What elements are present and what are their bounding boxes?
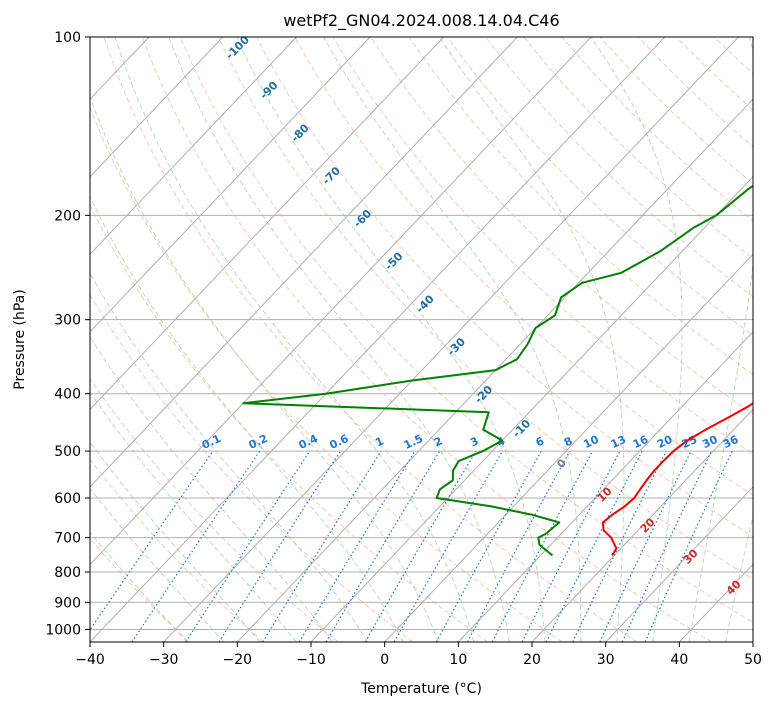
background-lines (0, 37, 775, 642)
dry-adiabat (524, 37, 775, 642)
isotherm-label: -70 (320, 164, 343, 187)
x-axis: −40 −30 −20 −10 0 10 20 30 40 50 (75, 642, 762, 668)
mixing-ratio-label: 0.4 (297, 432, 320, 452)
dry-adiabat (0, 37, 189, 642)
moist-adiabat (726, 37, 775, 642)
mixing-ratio-line (468, 451, 570, 642)
isotherm-line (385, 37, 775, 642)
x-tick-label: 40 (670, 652, 688, 668)
y-tick-label: 200 (54, 208, 81, 224)
y-tick-label: 1000 (45, 622, 81, 638)
x-tick-label: 30 (597, 652, 615, 668)
plot-frame (90, 37, 753, 642)
isotherm-label: -20 (472, 383, 495, 406)
mixing-ratio-line (522, 451, 620, 642)
mixing-ratio-label: 6 (534, 434, 547, 449)
mixing-ratio-label: 10 (581, 433, 601, 451)
y-tick-label: 800 (54, 565, 81, 581)
moist-adiabat (71, 37, 439, 642)
isotherm-label: -90 (257, 79, 280, 102)
dry-adiabat (753, 37, 775, 642)
mixing-ratio-line (573, 451, 667, 642)
temperature-profile (603, 37, 775, 555)
y-tick-label: 300 (54, 313, 81, 329)
moist-adiabat (0, 37, 187, 642)
y-axis: 100 200 300 400 500 600 700 800 900 1000 (45, 30, 90, 638)
mixing-ratio-line (645, 451, 732, 642)
dry-adiabat (142, 37, 712, 642)
profiles (243, 37, 775, 555)
moist-adiabat (439, 37, 624, 642)
isotherm-line (0, 37, 296, 642)
x-axis-label: Temperature (°C) (360, 681, 482, 697)
y-tick-label: 900 (54, 595, 81, 611)
mixing-ratio-label: 16 (631, 433, 651, 451)
isotherm-label: -10 (510, 417, 533, 440)
mixing-ratio-label: 3 (468, 434, 480, 449)
y-tick-label: 400 (54, 387, 81, 403)
mixing-ratio-label: 2 (432, 434, 444, 449)
mixing-ratio-label: 1.5 (402, 432, 425, 452)
isotherm-line (753, 37, 775, 642)
isotherm-line (0, 37, 370, 642)
isotherm-label: -40 (414, 292, 437, 315)
isotherm-line (532, 37, 775, 642)
x-tick-label: −20 (223, 652, 253, 668)
y-axis-label: Pressure (hPa) (12, 289, 28, 389)
mixing-ratio-line (186, 451, 310, 642)
x-tick-label: −10 (296, 652, 326, 668)
x-tick-label: −40 (75, 652, 105, 668)
moist-adiabat (324, 37, 581, 642)
x-tick-label: 20 (523, 652, 541, 668)
x-tick-label: 50 (744, 652, 762, 668)
y-tick-label: 600 (54, 491, 81, 507)
mixing-ratio-label: 13 (609, 433, 628, 451)
isotherm-line (0, 37, 223, 642)
mixing-ratio-line (600, 451, 691, 642)
moist-adiabat (237, 37, 546, 642)
mixing-ratio-label: 20 (655, 433, 675, 451)
dry-adiabat (0, 37, 263, 642)
y-tick-label: 100 (54, 30, 81, 46)
isotherm-label: 30 (681, 546, 701, 566)
x-tick-label: 0 (380, 652, 389, 668)
isotherm-label: -30 (445, 335, 468, 358)
mixing-ratio-label: 30 (700, 433, 720, 451)
moist-adiabat (0, 37, 332, 642)
dewpoint-profile (243, 37, 775, 555)
dry-adiabat (638, 37, 775, 642)
isotherm-label: -60 (351, 207, 374, 230)
dry-adiabat (409, 37, 775, 642)
dry-adiabat (257, 37, 775, 642)
x-tick-label: 10 (449, 652, 467, 668)
moist-adiabat (0, 37, 224, 642)
mixing-ratio-label: 0.1 (200, 432, 223, 452)
isotherm-label: 10 (595, 484, 615, 504)
mixing-ratio-label: 8 (562, 434, 574, 449)
y-tick-label: 500 (54, 444, 81, 460)
moist-adiabat (34, 37, 403, 642)
isotherm-label: -80 (289, 121, 312, 144)
isotherm-label: 40 (724, 577, 744, 597)
dry-adiabat (0, 37, 338, 642)
moist-adiabat (0, 37, 296, 642)
chart-title: wetPf2_GN04.2024.008.14.04.C46 (283, 11, 559, 31)
moist-adiabat (689, 37, 761, 642)
y-tick-label: 700 (54, 531, 81, 547)
dry-adiabat (562, 37, 775, 642)
mixing-ratio-label: 1 (373, 434, 385, 449)
dry-adiabat (28, 37, 488, 642)
dry-adiabat (295, 37, 775, 642)
moist-adiabat (3, 37, 368, 642)
isotherm-label: 0 (554, 456, 569, 471)
isotherm-line (0, 37, 2, 642)
mixing-ratio-line (365, 451, 476, 642)
isotherm-label: 20 (638, 515, 658, 535)
x-tick-label: −30 (149, 652, 179, 668)
